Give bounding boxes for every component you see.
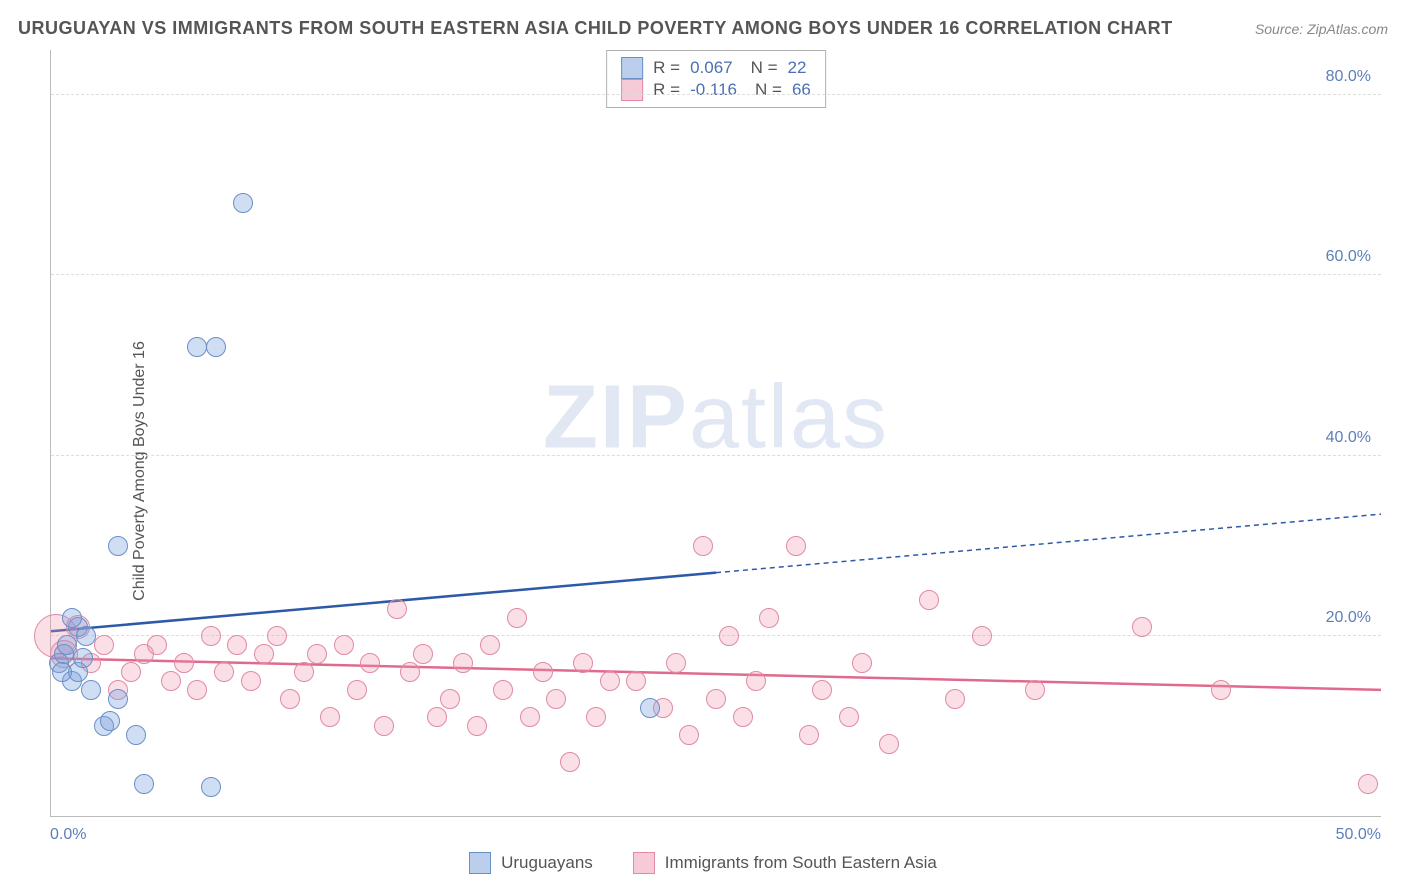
legend-swatch-blue (469, 852, 491, 874)
scatter-point (161, 671, 181, 691)
scatter-point (706, 689, 726, 709)
scatter-point (100, 711, 120, 731)
scatter-point (493, 680, 513, 700)
scatter-point (1132, 617, 1152, 637)
scatter-point (440, 689, 460, 709)
scatter-point (945, 689, 965, 709)
scatter-point (573, 653, 593, 673)
scatter-point (233, 193, 253, 213)
scatter-plot: ZIPatlas R =0.067 N =22 R =-0.116 N =66 … (50, 50, 1381, 817)
scatter-point (201, 626, 221, 646)
scatter-point (427, 707, 447, 727)
scatter-point (1211, 680, 1231, 700)
scatter-point (187, 680, 207, 700)
scatter-point (374, 716, 394, 736)
scatter-point (560, 752, 580, 772)
scatter-point (320, 707, 340, 727)
scatter-point (626, 671, 646, 691)
chart-area: Child Poverty Among Boys Under 16 ZIPatl… (0, 50, 1406, 892)
scatter-point (280, 689, 300, 709)
scatter-point (347, 680, 367, 700)
gridline (51, 94, 1381, 95)
scatter-point (360, 653, 380, 673)
scatter-point (52, 662, 72, 682)
scatter-point (679, 725, 699, 745)
scatter-point (187, 337, 207, 357)
scatter-point (174, 653, 194, 673)
gridline (51, 274, 1381, 275)
scatter-point (334, 635, 354, 655)
scatter-point (812, 680, 832, 700)
x-tick-max: 50.0% (1336, 826, 1381, 844)
scatter-point (786, 536, 806, 556)
scatter-point (206, 337, 226, 357)
x-tick-min: 0.0% (50, 826, 86, 844)
scatter-point (307, 644, 327, 664)
series-legend: Uruguayans Immigrants from South Eastern… (0, 852, 1406, 874)
scatter-point (972, 626, 992, 646)
scatter-point (480, 635, 500, 655)
legend-label-blue: Uruguayans (501, 853, 593, 873)
y-tick-label: 80.0% (1326, 68, 1371, 86)
scatter-point (879, 734, 899, 754)
scatter-point (759, 608, 779, 628)
scatter-point (76, 626, 96, 646)
scatter-point (839, 707, 859, 727)
scatter-point (121, 662, 141, 682)
y-tick-label: 40.0% (1326, 429, 1371, 447)
scatter-point (586, 707, 606, 727)
y-tick-label: 60.0% (1326, 248, 1371, 266)
scatter-point (400, 662, 420, 682)
legend-swatch-pink (633, 852, 655, 874)
scatter-point (108, 689, 128, 709)
scatter-point (693, 536, 713, 556)
scatter-point (254, 644, 274, 664)
chart-title: URUGUAYAN VS IMMIGRANTS FROM SOUTH EASTE… (18, 18, 1173, 39)
gridline (51, 455, 1381, 456)
scatter-point (746, 671, 766, 691)
scatter-point (919, 590, 939, 610)
scatter-point (640, 698, 660, 718)
scatter-point (507, 608, 527, 628)
scatter-point (294, 662, 314, 682)
gridline (51, 635, 1381, 636)
scatter-point (147, 635, 167, 655)
scatter-point (600, 671, 620, 691)
scatter-point (1025, 680, 1045, 700)
scatter-point (719, 626, 739, 646)
scatter-point (201, 777, 221, 797)
scatter-point (733, 707, 753, 727)
scatter-point (94, 635, 114, 655)
scatter-point (520, 707, 540, 727)
scatter-point (81, 680, 101, 700)
scatter-point (108, 536, 128, 556)
scatter-point (1358, 774, 1378, 794)
source-label: Source: ZipAtlas.com (1255, 21, 1388, 37)
scatter-point (134, 774, 154, 794)
scatter-point (73, 648, 93, 668)
scatter-point (799, 725, 819, 745)
scatter-point (546, 689, 566, 709)
scatter-point (267, 626, 287, 646)
scatter-point (214, 662, 234, 682)
scatter-point (413, 644, 433, 664)
scatter-point (852, 653, 872, 673)
scatter-point (453, 653, 473, 673)
scatter-point (467, 716, 487, 736)
legend-label-pink: Immigrants from South Eastern Asia (665, 853, 937, 873)
scatter-point (62, 608, 82, 628)
y-tick-label: 20.0% (1326, 609, 1371, 627)
scatter-point (533, 662, 553, 682)
scatter-point (227, 635, 247, 655)
scatter-point (126, 725, 146, 745)
scatter-point (387, 599, 407, 619)
scatter-point (666, 653, 686, 673)
scatter-point (241, 671, 261, 691)
